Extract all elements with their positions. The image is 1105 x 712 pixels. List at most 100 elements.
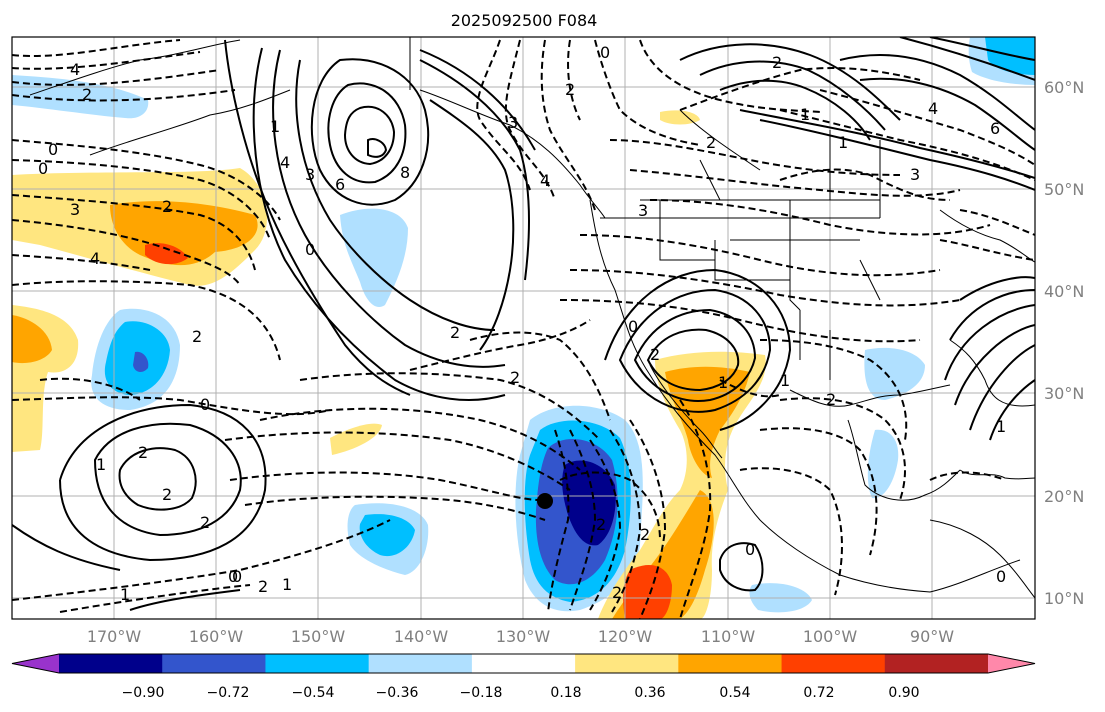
colorbar-tick-label: −0.54 — [292, 685, 335, 701]
contour-label: 2 — [596, 515, 606, 534]
colorbar-segment — [162, 654, 266, 673]
contour-label: 2 — [258, 577, 268, 596]
storm-center-marker — [537, 493, 553, 509]
contour-label: 2 — [772, 53, 782, 72]
contour-label: 4 — [70, 60, 80, 79]
colorbar-tick-label: 0.18 — [550, 685, 581, 701]
colorbar-extend-low — [12, 654, 59, 673]
lat-label: 10°N — [1044, 589, 1084, 608]
contour-label: 1 — [718, 373, 728, 392]
lat-label: 30°N — [1044, 384, 1084, 403]
colorbar-tick-label: 0.90 — [888, 685, 919, 701]
lon-label: 110°W — [701, 627, 756, 646]
colorbar-segment — [884, 654, 989, 673]
map-panel: 4 2 0 3 4 2 0 1 2 0 2 1 4 3 6 8 2 0 2 1 … — [12, 37, 1035, 619]
contour-label: 2 — [138, 443, 148, 462]
contour-label: 3 — [638, 201, 648, 220]
colorbar-ticks: −0.90 −0.72 −0.54 −0.36 −0.18 0.18 0.36 … — [122, 685, 920, 701]
colorbar-segment — [575, 654, 679, 673]
lon-label: 120°W — [598, 627, 653, 646]
colorbar-segment — [678, 654, 783, 673]
map-frame — [11, 36, 1036, 620]
contour-label: 3 — [70, 200, 80, 219]
contour-label: 3 — [910, 165, 920, 184]
contour-label: 1 — [996, 417, 1006, 436]
contour-label: 2 — [510, 368, 520, 387]
lon-label: 160°W — [189, 627, 244, 646]
lon-label: 90°W — [910, 627, 954, 646]
lon-label: 140°W — [394, 627, 449, 646]
colorbar-tick-label: 0.72 — [803, 685, 834, 701]
contour-label: 4 — [90, 249, 100, 268]
colorbar-segment — [59, 654, 163, 673]
contour-label: 2 — [650, 345, 660, 364]
contour-label: 2 — [200, 513, 210, 532]
contour-label: 6 — [990, 119, 1000, 138]
colorbar-segment — [368, 654, 473, 673]
contour-label: 3 — [305, 165, 315, 184]
contour-label: 0 — [600, 43, 610, 62]
contour-label: 2 — [612, 583, 622, 602]
colorbar-segment — [471, 654, 576, 673]
coastlines — [29, 37, 1035, 599]
lat-label: 40°N — [1044, 282, 1084, 301]
contour-label: 1 — [270, 117, 280, 136]
map-title: 2025092500 F084 — [451, 11, 598, 30]
colorbar — [11, 653, 1036, 674]
contour-label: 8 — [400, 163, 410, 182]
colorbar-segment — [781, 654, 886, 673]
solid-contours — [12, 37, 1035, 611]
contour-label: 0 — [200, 395, 210, 414]
contour-label: 2 — [162, 197, 172, 216]
contour-label: 0 — [996, 567, 1006, 586]
colorbar-outline — [11, 653, 1036, 674]
contour-label: 1 — [120, 585, 130, 604]
lat-label: 60°N — [1044, 78, 1084, 97]
contour-label: 0 — [628, 317, 638, 336]
colorbar-tick-label: −0.72 — [207, 685, 250, 701]
contour-label: 1 — [780, 371, 790, 390]
contour-label: 0 — [305, 240, 315, 259]
colorbar-tick-label: −0.36 — [376, 685, 419, 701]
contour-label: 2 — [640, 525, 650, 544]
colorbar-tick-label: −0.18 — [460, 685, 503, 701]
lon-label: 100°W — [803, 627, 858, 646]
contour-label: 2 — [450, 323, 460, 342]
contour-label: 3 — [508, 113, 518, 132]
contour-label: 0 — [745, 540, 755, 559]
contour-label: 1 — [838, 133, 848, 152]
contour-labels: 4 2 0 3 4 2 0 1 2 0 2 1 4 3 6 8 2 0 2 1 … — [38, 43, 1006, 604]
contour-label: 4 — [540, 171, 550, 190]
shaded-anomalies — [12, 37, 1035, 619]
contour-label: 0 — [48, 140, 58, 159]
contour-label: 1 — [282, 575, 292, 594]
lat-label: 50°N — [1044, 180, 1084, 199]
contour-label: 2 — [162, 485, 172, 504]
contour-label: 6 — [335, 175, 345, 194]
contour-label: 1 — [96, 455, 106, 474]
contour-label: 2 — [82, 85, 92, 104]
lon-label: 150°W — [291, 627, 346, 646]
contour-label: 0 — [228, 567, 238, 586]
longitude-axis: 170°W 160°W 150°W 140°W 130°W 120°W 110°… — [87, 627, 954, 646]
lat-label: 20°N — [1044, 487, 1084, 506]
contour-label: 1 — [800, 105, 810, 124]
contour-label: 4 — [280, 153, 290, 172]
contour-label: 2 — [192, 327, 202, 346]
colorbar-tick-label: 0.54 — [719, 685, 750, 701]
contour-label: 0 — [38, 159, 48, 178]
contour-label: 2 — [826, 390, 836, 409]
contour-label: 2 — [565, 80, 575, 99]
colorbar-tick-label: −0.90 — [122, 685, 165, 701]
lon-label: 170°W — [87, 627, 142, 646]
colorbar-segment — [265, 654, 370, 673]
lon-label: 130°W — [496, 627, 551, 646]
colorbar-tick-label: 0.36 — [634, 685, 665, 701]
dashed-contours — [12, 39, 1035, 619]
contour-label: 2 — [706, 133, 716, 152]
colorbar-extend-high — [988, 654, 1035, 673]
contour-label: 0 — [232, 567, 242, 586]
contour-label: 4 — [928, 99, 938, 118]
latitude-axis: 60°N 50°N 40°N 30°N 20°N 10°N — [1044, 78, 1084, 608]
